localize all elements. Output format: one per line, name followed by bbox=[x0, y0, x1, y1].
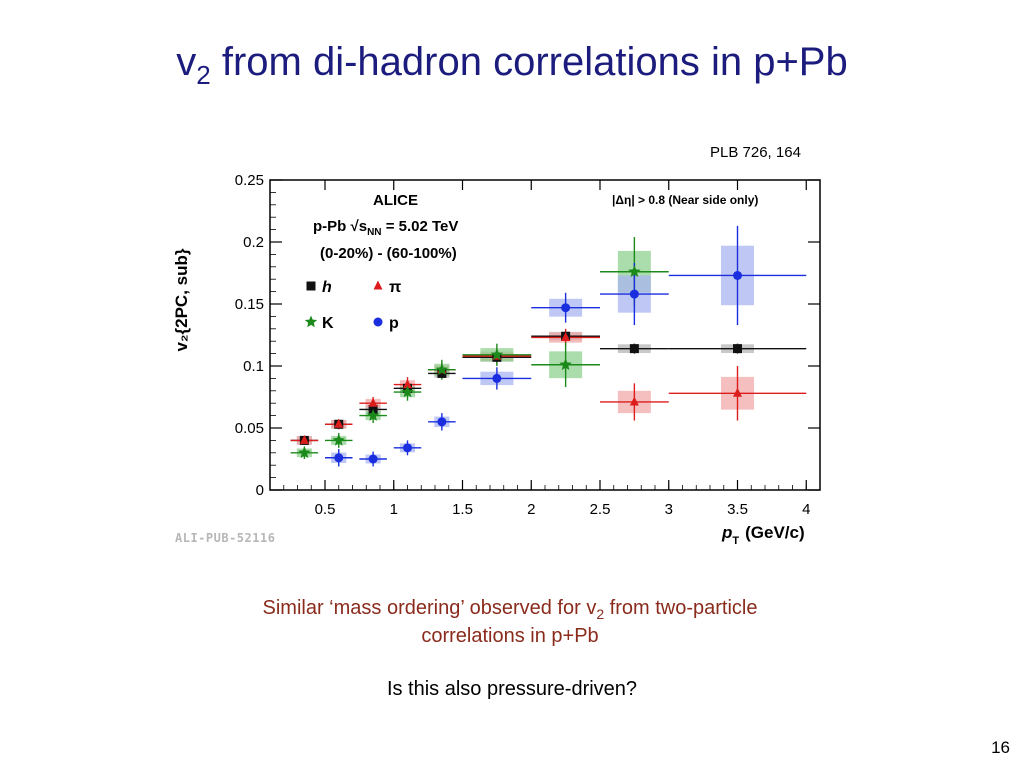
title-subscript: 2 bbox=[196, 60, 211, 90]
data-point-star bbox=[401, 385, 414, 398]
data-point-circle bbox=[368, 454, 378, 464]
y-tick-label: 0.05 bbox=[235, 420, 264, 437]
y-tick-label: 0.25 bbox=[235, 172, 264, 189]
x-axis-p: p bbox=[721, 523, 732, 542]
system-sub: NN bbox=[367, 227, 381, 238]
x-tick-label: 1 bbox=[390, 501, 398, 518]
data-point-star bbox=[298, 446, 311, 459]
page-number: 16 bbox=[991, 738, 1010, 757]
data-point-triangle bbox=[299, 434, 309, 444]
x-tick-label: 1.5 bbox=[452, 501, 473, 518]
plot-area: 0.5 1 1.5 2 2.5 3 3.5 4 0 0.05 0.1 0.15 0.2 0.25 bbox=[235, 172, 821, 518]
x-tick-label: 3.5 bbox=[727, 501, 748, 518]
data-point-star bbox=[559, 358, 572, 370]
data-point-square bbox=[306, 281, 316, 291]
system-energy: = 5.02 TeV bbox=[382, 218, 459, 235]
caption-text-b: from two-particle bbox=[604, 597, 758, 619]
data-point-triangle bbox=[561, 331, 571, 341]
v2-chart: v₂{2PC, sub} 0.5 1 1.5 2 2.5 3 3.5 4 0 0.05 0.1 0.1… bbox=[172, 172, 821, 547]
title-text: from di-hadron correlations in p+Pb bbox=[210, 40, 848, 84]
x-tick-label: 3 bbox=[665, 501, 673, 518]
x-tick-label: 0.5 bbox=[315, 501, 336, 518]
legend-label: K bbox=[322, 315, 334, 332]
data-point-star bbox=[628, 265, 641, 277]
x-axis-label-text: pT (GeV/c) bbox=[721, 523, 805, 547]
data-point-triangle bbox=[629, 396, 639, 406]
watermark-id: ALI-PUB-52116 bbox=[175, 531, 276, 545]
system-label: p-Pb √sNN = 5.02 TeV bbox=[313, 218, 458, 238]
x-tick-label: 2 bbox=[527, 501, 535, 518]
caption-line-2: correlations in p+Pb bbox=[421, 625, 599, 647]
data-point-triangle bbox=[368, 397, 378, 407]
centrality-label: (0-20%) - (60-100%) bbox=[320, 245, 457, 262]
data-point-star bbox=[366, 409, 380, 421]
x-axis-label: pT (GeV/c) bbox=[721, 523, 805, 547]
x-tick-label: 2.5 bbox=[590, 501, 611, 518]
question-text: Is this also pressure-driven? bbox=[386, 678, 638, 700]
data-point-circle bbox=[403, 443, 412, 453]
system-text: p-Pb √s bbox=[313, 218, 367, 235]
slide-title: v2 from di-hadron correlations in p+Pb bbox=[0, 40, 1024, 91]
y-tick-label: 0.2 bbox=[243, 234, 264, 251]
x-tick-label: 4 bbox=[802, 501, 810, 518]
data-point-circle bbox=[629, 289, 639, 299]
data-point-triangle bbox=[334, 418, 344, 428]
x-axis-sub: T bbox=[732, 535, 739, 547]
legend-label: h bbox=[322, 279, 332, 296]
data-point-square bbox=[437, 368, 447, 378]
caption-subscript: 2 bbox=[596, 606, 605, 622]
data-point-star bbox=[435, 363, 449, 375]
chart-annotations: ALICE p-Pb √sNN = 5.02 TeV (0-20%) - (60… bbox=[313, 192, 758, 262]
y-axis-label-text: v₂{2PC, sub} bbox=[172, 248, 191, 351]
data-markers bbox=[298, 265, 742, 464]
data-point-star bbox=[304, 315, 318, 328]
data-point-circle bbox=[561, 303, 571, 313]
eta-gap-label: |Δη| > 0.8 (Near side only) bbox=[612, 193, 758, 207]
legend-label: p bbox=[389, 315, 399, 332]
data-point-triangle bbox=[733, 387, 742, 397]
caption-text-a: Similar ‘mass ordering’ observed for v bbox=[262, 597, 597, 619]
reference-citation: PLB 726, 164 bbox=[710, 144, 801, 161]
data-point-star bbox=[332, 433, 345, 446]
y-tick-label: 0.15 bbox=[235, 296, 264, 313]
experiment-label: ALICE bbox=[373, 192, 418, 209]
legend-label: π bbox=[389, 279, 401, 296]
x-axis-unit: (GeV/c) bbox=[745, 523, 805, 542]
data-point-circle bbox=[733, 270, 742, 280]
y-tick-label: 0 bbox=[256, 482, 264, 499]
data-point-triangle bbox=[403, 379, 412, 389]
y-axis-label: v₂{2PC, sub} bbox=[172, 248, 191, 351]
data-point-square bbox=[629, 344, 639, 354]
data-point-circle bbox=[492, 373, 502, 383]
data-point-circle bbox=[437, 417, 447, 427]
data-point-star bbox=[490, 348, 504, 361]
data-point-circle bbox=[373, 317, 383, 327]
title-v: v bbox=[176, 40, 197, 84]
y-tick-label: 0.1 bbox=[243, 358, 264, 375]
caption-line-1: Similar ‘mass ordering’ observed for v2 … bbox=[150, 594, 870, 628]
data-point-square bbox=[733, 344, 742, 354]
data-point-circle bbox=[334, 453, 344, 463]
axis-ticks: 0.5 1 1.5 2 2.5 3 3.5 4 0 0.05 0.1 0.15 0.2 0.25 bbox=[235, 172, 820, 518]
data-point-triangle bbox=[373, 280, 383, 290]
legend: h π K p bbox=[304, 279, 401, 332]
